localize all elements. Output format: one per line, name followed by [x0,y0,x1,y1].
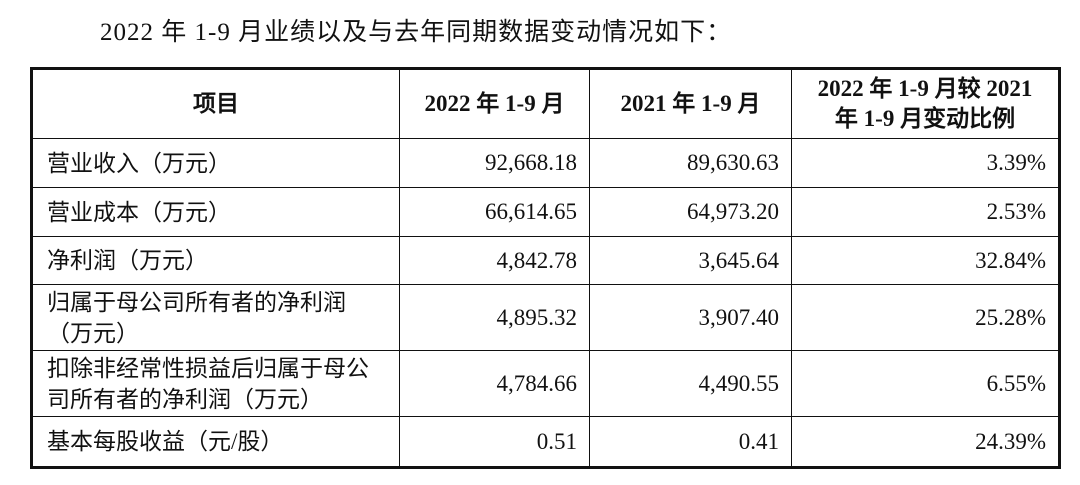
row-label: 营业收入（万元） [31,138,400,188]
table-row: 净利润（万元） 4,842.78 3,645.64 32.84% [31,236,1060,285]
data-table: 项目 2022 年 1-9 月 2021 年 1-9 月 2022 年 1-9 月较 … [30,67,1061,469]
cell: 3,645.64 [589,236,792,285]
cell: 66,614.65 [399,187,590,237]
cell: 2.53% [791,187,1060,237]
title: 2022 年 1-9 月业绩以及与去年同期数据变动情况如下： [100,19,733,46]
header-cell: 项目 [31,68,400,139]
header-cell: 2021 年 1-9 月 [589,68,792,139]
row-label-text: 归属于母公司所有者的净利润（万元） [47,289,346,346]
cell: 0.41 [589,416,792,468]
header-text: 项目 [193,91,239,116]
row-label: 归属于母公司所有者的净利润（万元） [31,284,400,351]
row-label-text: 营业收入（万元） [47,150,231,176]
header-text: 2022 年 1-9 月 [424,91,565,116]
header-cell: 2022 年 1-9 月 [399,68,590,139]
row-label-text: 营业成本（万元） [47,199,231,225]
cell: 4,842.78 [399,236,590,285]
cell: 92,668.18 [399,138,590,188]
row-label: 扣除非经常性损益后归属于母公司所有者的净利润（万元） [31,350,400,417]
cell: 25.28% [791,284,1060,351]
row-label: 基本每股收益（元/股） [31,416,400,468]
row-label-text: 基本每股收益（元/股） [47,429,284,454]
header-cell: 2022 年 1-9 月较 2021 年 1-9 月变动比例 [791,68,1060,139]
cell: 24.39% [791,416,1060,468]
table-row: 基本每股收益（元/股） 0.51 0.41 24.39% [31,416,1060,468]
header-text: 2021 年 1-9 月 [620,91,761,116]
cell: 4,895.32 [399,284,590,351]
row-label: 营业成本（万元） [31,187,400,237]
table-row: 归属于母公司所有者的净利润（万元） 4,895.32 3,907.40 25.28% [31,284,1060,351]
cell: 4,490.55 [589,350,792,417]
cell: 3,907.40 [589,284,792,351]
table-body: 营业收入（万元） 92,668.18 89,630.63 3.39% 营业成本（万元） 6… [31,138,1060,468]
row-label: 净利润（万元） [31,236,400,285]
cell: 64,973.20 [589,187,792,237]
cell: 4,784.66 [399,350,590,417]
header-text: 2022 年 1-9 月较 2021 年 1-9 月变动比例 [817,76,1033,131]
row-label-text: 净利润（万元） [47,248,208,273]
table-row: 营业成本（万元） 66,614.65 64,973.20 2.53% [31,187,1060,237]
cell: 3.39% [791,138,1060,188]
cell: 89,630.63 [589,138,792,188]
table-row: 营业收入（万元） 92,668.18 89,630.63 3.39% [31,138,1060,188]
row-label-text: 扣除非经常性损益后归属于母公司所有者的净利润（万元） [47,355,369,412]
cell: 32.84% [791,236,1060,285]
cell: 6.55% [791,350,1060,417]
header-row: 项目 2022 年 1-9 月 2021 年 1-9 月 2022 年 1-9 月较 … [31,68,1060,139]
table-row: 扣除非经常性损益后归属于母公司所有者的净利润（万元） 4,784.66 4,490.… [31,350,1060,417]
cell: 0.51 [399,416,590,468]
